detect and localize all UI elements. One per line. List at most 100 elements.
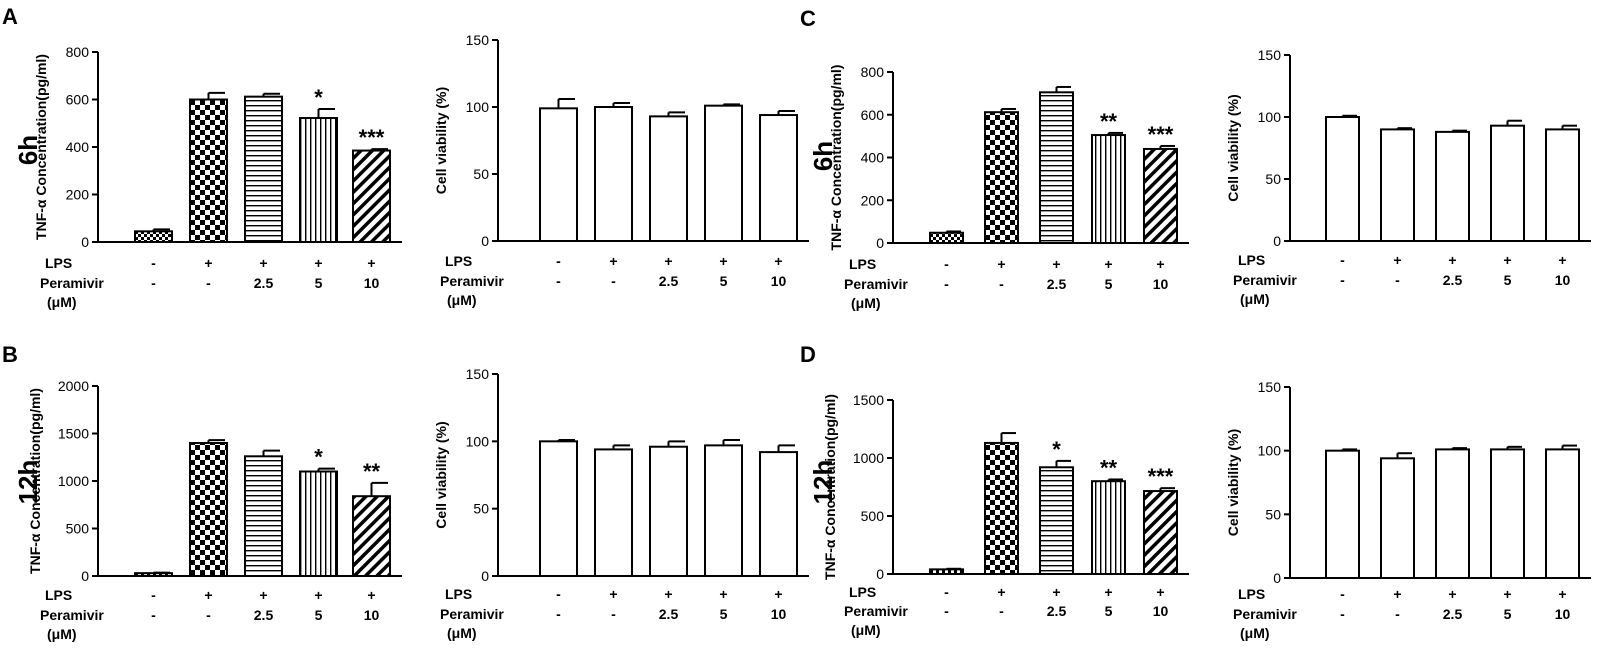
y-tick-label: 500 <box>861 508 885 524</box>
bar <box>1143 490 1178 575</box>
peramivir-label: Peramivir <box>440 606 504 622</box>
peramivir-value: 2.5 <box>254 275 274 291</box>
peramivir-value: - <box>556 606 561 622</box>
unit-label: (μM) <box>1240 291 1270 307</box>
y-tick-label: 800 <box>66 44 90 60</box>
y-axis-label: Cell viability (%) <box>1225 429 1241 536</box>
significance-label: * <box>314 445 323 470</box>
significance-label: ** <box>363 459 381 484</box>
bar <box>189 98 228 243</box>
y-axis-label: Cell viability (%) <box>433 87 449 194</box>
panel-letter: C <box>800 6 816 31</box>
lps-value: - <box>151 255 156 271</box>
bar <box>1545 128 1580 242</box>
time-label: 12h <box>808 460 838 505</box>
lps-value: + <box>259 255 267 271</box>
bar <box>759 114 798 242</box>
bar <box>649 445 688 577</box>
lps-value: + <box>1558 252 1566 268</box>
significance-label: * <box>1052 437 1061 462</box>
lps-value: + <box>1104 256 1112 272</box>
y-tick-label: 0 <box>1273 233 1281 249</box>
peramivir-value: - <box>1395 272 1400 288</box>
lps-value: + <box>1448 586 1456 602</box>
y-tick-label: 50 <box>473 166 489 182</box>
peramivir-value: 5 <box>1105 276 1113 292</box>
y-tick-label: 1500 <box>58 426 89 442</box>
bar <box>594 448 633 577</box>
bar <box>1091 480 1126 576</box>
bar <box>1039 466 1074 575</box>
y-tick-label: 500 <box>66 521 90 537</box>
peramivir-value: - <box>1340 272 1345 288</box>
lps-value: + <box>997 256 1005 272</box>
lps-value: - <box>1340 252 1345 268</box>
lps-value: + <box>314 255 322 271</box>
y-tick-label: 0 <box>876 566 884 582</box>
lps-value: + <box>367 587 375 603</box>
y-axis-label: TNF-α Concentration(pg/ml) <box>27 388 43 574</box>
y-axis-label: TNF-α Concentration(pg/ml) <box>822 394 838 580</box>
y-tick-label: 50 <box>1265 506 1281 522</box>
y-tick-label: 150 <box>1258 379 1282 395</box>
bar <box>929 231 964 245</box>
significance-label: *** <box>1148 464 1174 489</box>
peramivir-value: 10 <box>364 607 380 623</box>
bar <box>984 111 1019 244</box>
lps-value: - <box>1340 586 1345 602</box>
peramivir-value: 5 <box>1504 606 1512 622</box>
lps-value: - <box>944 256 949 272</box>
peramivir-label: Peramivir <box>40 607 104 623</box>
bar <box>539 107 578 242</box>
bar <box>1490 448 1525 580</box>
unit-label: (μM) <box>851 295 881 311</box>
bar <box>352 495 391 578</box>
bar <box>244 95 283 244</box>
bar <box>649 115 688 242</box>
significance-label: * <box>314 85 323 110</box>
peramivir-value: - <box>556 273 561 289</box>
unit-label: (μM) <box>447 625 477 641</box>
peramivir-value: - <box>944 603 949 619</box>
time-label: 12h <box>13 460 43 505</box>
peramivir-value: 5 <box>1504 272 1512 288</box>
lps-value: + <box>204 255 212 271</box>
bar <box>984 441 1019 576</box>
lps-label: LPS <box>849 584 876 600</box>
y-tick-label: 0 <box>1273 570 1281 586</box>
lps-label: LPS <box>1238 586 1265 602</box>
peramivir-label: Peramivir <box>1233 606 1297 622</box>
peramivir-value: 10 <box>1555 272 1571 288</box>
bar <box>594 106 633 242</box>
peramivir-value: - <box>1340 606 1345 622</box>
peramivir-label: Peramivir <box>440 273 504 289</box>
peramivir-value: 2.5 <box>1443 606 1463 622</box>
lps-value: + <box>1156 256 1164 272</box>
bar <box>352 149 391 243</box>
chart-C-tnf: 0 200 400 600 800 TNF-α Concentration(pg/ml) *… <box>828 64 1189 311</box>
panel-letter: B <box>2 342 18 367</box>
bar <box>1325 116 1360 242</box>
peramivir-value: - <box>611 606 616 622</box>
y-tick-label: 0 <box>876 235 884 251</box>
lps-label: LPS <box>445 253 472 269</box>
y-axis-label: Cell viability (%) <box>433 421 449 528</box>
bar <box>1490 124 1525 242</box>
unit-label: (μM) <box>851 622 881 638</box>
unit-label: (μM) <box>47 626 77 642</box>
peramivir-value: 10 <box>771 273 787 289</box>
lps-label: LPS <box>445 586 472 602</box>
bar <box>1091 134 1126 244</box>
chart-A-tnf: 0 200 400 600 800 TNF-α Concentration(pg/ml) *… <box>33 44 402 310</box>
y-tick-label: 400 <box>66 139 90 155</box>
lps-value: + <box>1052 256 1060 272</box>
y-tick-label: 200 <box>66 187 90 203</box>
peramivir-value: - <box>999 603 1004 619</box>
lps-value: + <box>1104 584 1112 600</box>
peramivir-label: Peramivir <box>1233 272 1297 288</box>
peramivir-value: 10 <box>771 606 787 622</box>
bar <box>704 104 743 242</box>
chart-D-viability: 0 50 100 150 Cell viability (%) LPS Peramivir (… <box>1225 379 1591 641</box>
peramivir-value: 5 <box>315 275 323 291</box>
y-tick-label: 400 <box>861 150 885 166</box>
